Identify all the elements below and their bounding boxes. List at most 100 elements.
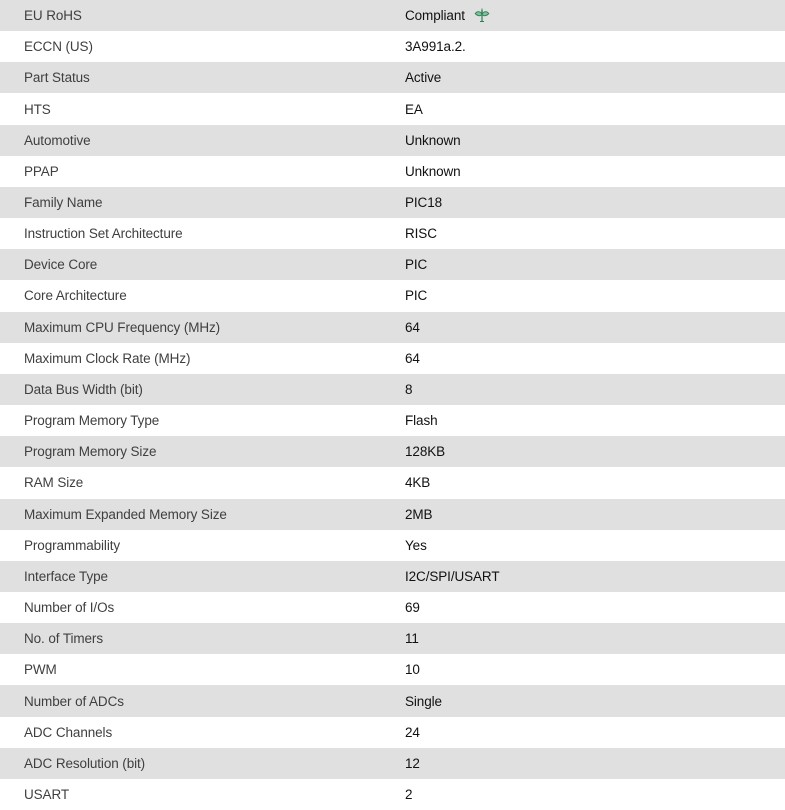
table-row: USART 2 xyxy=(0,778,785,810)
table-row: Part Status Active xyxy=(0,62,785,94)
row-value: PIC xyxy=(405,257,427,272)
table-row: Programmability Yes xyxy=(0,529,785,561)
row-value-text: 128KB xyxy=(405,444,446,460)
row-value-text: 2 xyxy=(405,786,413,802)
row-value-text: 64 xyxy=(405,319,420,335)
table-row: Number of I/Os 69 xyxy=(0,591,785,624)
table-row: Program Memory Size 128KB xyxy=(0,436,785,468)
row-value: PIC18 xyxy=(405,195,442,210)
table-row: RAM Size 4KB xyxy=(0,467,785,499)
row-value-text: EA xyxy=(405,101,423,117)
row-label: USART xyxy=(24,786,70,802)
row-value-text: 2MB xyxy=(405,506,433,522)
row-value-text: Flash xyxy=(405,413,438,429)
row-value: 69 xyxy=(405,600,420,615)
row-value-text: PIC xyxy=(405,288,428,304)
table-row: Interface Type I2C/SPI/USART xyxy=(0,560,785,592)
row-label: Device Core xyxy=(24,257,98,273)
row-label: Part Status xyxy=(24,70,90,86)
row-value-text: Single xyxy=(405,693,442,709)
row-value: 64 xyxy=(405,320,420,335)
row-value: Active xyxy=(405,70,441,85)
row-value: Unknown xyxy=(405,133,461,148)
row-label: Program Memory Size xyxy=(24,444,157,460)
row-value-text: Active xyxy=(405,70,442,86)
row-label: ADC Resolution (bit) xyxy=(24,755,146,771)
row-label: Data Bus Width (bit) xyxy=(24,381,143,397)
row-value-text: 11 xyxy=(405,631,419,647)
table-row: Maximum Clock Rate (MHz) 64 xyxy=(0,342,785,374)
row-value-text: 10 xyxy=(405,662,420,678)
row-value-text: PIC18 xyxy=(405,195,443,211)
row-value-text: 3A991a.2. xyxy=(405,39,466,55)
row-label: No. of Timers xyxy=(24,631,103,647)
row-value: 128KB xyxy=(405,444,445,459)
row-value: 24 xyxy=(405,725,420,740)
row-label: Interface Type xyxy=(24,568,108,584)
row-value-text: RISC xyxy=(405,226,437,242)
table-row: Data Bus Width (bit) 8 xyxy=(0,373,785,406)
row-value: PIC xyxy=(405,288,427,303)
row-value: I2C/SPI/USART xyxy=(405,568,500,584)
row-value-text: 24 xyxy=(405,724,420,740)
row-value-text: Compliant xyxy=(405,8,465,24)
row-label: Automotive xyxy=(24,132,91,148)
table-row: Family Name PIC18 xyxy=(0,186,785,219)
table-row: ADC Channels 24 xyxy=(0,716,785,748)
row-value: 3A991a.2. xyxy=(405,39,466,54)
row-label: ADC Channels xyxy=(24,724,113,740)
row-value-text: 4KB xyxy=(405,475,431,491)
row-value: 10 xyxy=(405,662,420,677)
row-label: Core Architecture xyxy=(24,288,127,304)
table-row: ECCN (US) 3A991a.2. xyxy=(0,31,785,63)
row-label: Instruction Set Architecture xyxy=(24,226,183,242)
row-label: EU RoHS xyxy=(24,8,82,24)
row-label: PWM xyxy=(24,662,57,678)
row-value-text: 69 xyxy=(405,600,420,616)
row-label: PPAP xyxy=(24,163,59,179)
row-value-text: Yes xyxy=(405,537,427,553)
row-value-text: Unknown xyxy=(405,163,461,179)
row-value-text: Unknown xyxy=(405,132,461,148)
row-label: Maximum Clock Rate (MHz) xyxy=(24,350,191,366)
leaf-icon[interactable] xyxy=(474,8,490,23)
table-row: Maximum CPU Frequency (MHz) 64 xyxy=(0,311,785,343)
row-value: 4KB xyxy=(405,475,430,490)
row-value: EA xyxy=(405,102,423,117)
row-value: RISC xyxy=(405,226,437,241)
table-row: Instruction Set Architecture RISC xyxy=(0,218,785,250)
row-label: HTS xyxy=(24,101,51,117)
table-row: Automotive Unknown xyxy=(0,124,785,156)
table-row: PWM 10 xyxy=(0,654,785,686)
table-row: EU RoHS Compliant xyxy=(0,0,785,32)
row-label: Number of I/Os xyxy=(24,600,115,616)
table-row: HTS EA xyxy=(0,93,785,125)
row-value: 12 xyxy=(405,756,420,771)
row-value: Yes xyxy=(405,538,427,553)
row-label: Program Memory Type xyxy=(24,413,160,429)
table-row: Core Architecture PIC xyxy=(0,280,785,312)
row-label: RAM Size xyxy=(24,475,84,491)
row-value-text: PIC xyxy=(405,257,428,273)
row-value-text: 64 xyxy=(405,350,420,366)
table-row: PPAP Unknown xyxy=(0,155,785,187)
table-row: Maximum Expanded Memory Size 2MB xyxy=(0,498,785,530)
row-value: 2 xyxy=(405,786,413,802)
row-value-text: 12 xyxy=(405,755,420,771)
row-value: 64 xyxy=(405,351,420,366)
row-value: Compliant xyxy=(405,8,490,23)
row-value: 8 xyxy=(405,382,413,397)
row-label: ECCN (US) xyxy=(24,39,93,55)
row-value: Unknown xyxy=(405,164,461,179)
row-label: Programmability xyxy=(24,537,121,553)
table-row: No. of Timers 11 xyxy=(0,623,785,655)
table-row: Program Memory Type Flash xyxy=(0,405,785,437)
table-row: Number of ADCs Single xyxy=(0,685,785,717)
row-value: 11 xyxy=(405,631,419,646)
table-row: Device Core PIC xyxy=(0,249,785,281)
row-label: Maximum CPU Frequency (MHz) xyxy=(24,319,221,335)
row-value: 2MB xyxy=(405,506,433,522)
row-value-text: I2C/SPI/USART xyxy=(405,568,500,584)
